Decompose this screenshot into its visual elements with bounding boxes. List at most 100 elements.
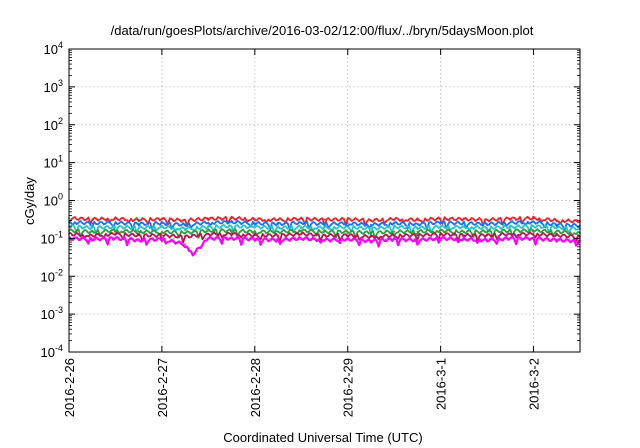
- y-tick-labels: 104 103 102 101 100 10-1 10-2 10-3 10-4: [41, 40, 63, 360]
- data-point: [161, 230, 163, 233]
- data-point: [300, 233, 303, 235]
- data-point: [114, 221, 117, 224]
- y-tick-label: 104: [44, 40, 63, 57]
- data-point: [532, 225, 535, 228]
- data-point: [277, 239, 279, 242]
- data-point: [161, 234, 163, 237]
- data-point: [207, 217, 210, 220]
- data-point: [184, 223, 187, 226]
- data-point: [137, 223, 140, 225]
- data-point: [370, 231, 372, 234]
- data-point: [393, 226, 396, 228]
- data-point: [230, 237, 233, 240]
- data-point: [346, 234, 349, 237]
- y-tick-label: 10-3: [41, 305, 63, 322]
- x-axis-label: Coordinated Universal Time (UTC): [223, 430, 422, 445]
- data-point: [486, 223, 488, 225]
- data-point: [462, 234, 465, 237]
- data-point: [555, 226, 558, 229]
- data-point: [393, 222, 396, 225]
- data-point: [323, 226, 326, 229]
- data-point: [114, 217, 117, 220]
- data-point: [416, 218, 419, 221]
- data-point: [114, 226, 117, 228]
- data-point: [91, 218, 94, 221]
- x-tick-labels: 2016-2-26 2016-2-27 2016-2-28 2016-2-29 2016…: [62, 358, 542, 417]
- data-point: [323, 234, 326, 237]
- data-point: [416, 234, 419, 237]
- data-point: [323, 239, 326, 242]
- data-point: [300, 221, 303, 224]
- y-tick-label: 100: [44, 192, 63, 209]
- data-point: [532, 217, 535, 220]
- x-tick-label: 2016-2-28: [248, 358, 263, 417]
- data-point: [393, 234, 396, 237]
- data-point: [184, 219, 187, 222]
- data-point: [207, 229, 210, 232]
- data-point: [161, 226, 163, 228]
- data-point: [370, 235, 372, 238]
- data-point: [137, 226, 140, 229]
- data-point: [509, 229, 512, 232]
- data-point: [509, 237, 512, 240]
- data-point: [416, 230, 419, 233]
- data-point: [137, 239, 140, 242]
- data-point: [393, 238, 396, 241]
- tick-marks: [68, 48, 580, 353]
- data-point: [207, 226, 210, 228]
- data-point: [253, 230, 256, 233]
- y-tick-label: 10-1: [41, 229, 63, 246]
- data-point: [555, 234, 558, 237]
- data-point: [91, 226, 94, 229]
- data-point: [486, 239, 488, 242]
- data-point: [370, 240, 372, 242]
- x-tick-label: 2016-2-26: [62, 358, 77, 417]
- data-point: [486, 230, 488, 233]
- y-tick-label: 103: [44, 78, 63, 95]
- data-point: [184, 243, 187, 246]
- series-line-4: [68, 228, 581, 239]
- data-point: [191, 253, 194, 256]
- data-point: [346, 238, 349, 241]
- data-point: [370, 223, 372, 226]
- data-point: [323, 223, 326, 225]
- data-point: [462, 238, 465, 241]
- data-point: [137, 234, 140, 237]
- data-point: [439, 233, 442, 235]
- data-point: [462, 226, 465, 228]
- data-point: [184, 231, 187, 234]
- data-point: [184, 227, 187, 230]
- data-point: [161, 238, 163, 241]
- data-point: [346, 230, 349, 233]
- data-point: [161, 222, 163, 225]
- data-point: [253, 238, 256, 241]
- data-point: [416, 239, 419, 242]
- series-line-1: [68, 215, 581, 228]
- data-point: [300, 226, 303, 228]
- chart-title: /data/run/goesPlots/archive/2016-03-02/1…: [111, 23, 534, 38]
- grid: [68, 49, 580, 352]
- y-tick-label: 10-4: [41, 343, 63, 360]
- data-point: [114, 237, 117, 240]
- data-point: [184, 235, 187, 238]
- x-tick-label: 2016-2-29: [341, 358, 356, 417]
- data-point: [462, 222, 465, 225]
- data-point: [486, 234, 488, 237]
- data-point: [532, 229, 535, 232]
- data-point: [277, 230, 279, 233]
- y-tick-label: 101: [44, 154, 63, 171]
- data-point: [253, 234, 256, 237]
- data-point: [370, 227, 372, 230]
- data-point: [207, 221, 210, 224]
- data-point: [439, 237, 442, 240]
- data-point: [532, 233, 535, 235]
- data-point: [277, 234, 279, 237]
- data-point: [532, 237, 535, 240]
- data-point: [137, 230, 140, 233]
- data-point: [323, 230, 326, 233]
- data-point: [277, 218, 279, 221]
- series-line-5: [68, 231, 581, 244]
- data-point: [509, 233, 512, 235]
- data-point: [91, 230, 94, 233]
- data-point: [161, 218, 163, 221]
